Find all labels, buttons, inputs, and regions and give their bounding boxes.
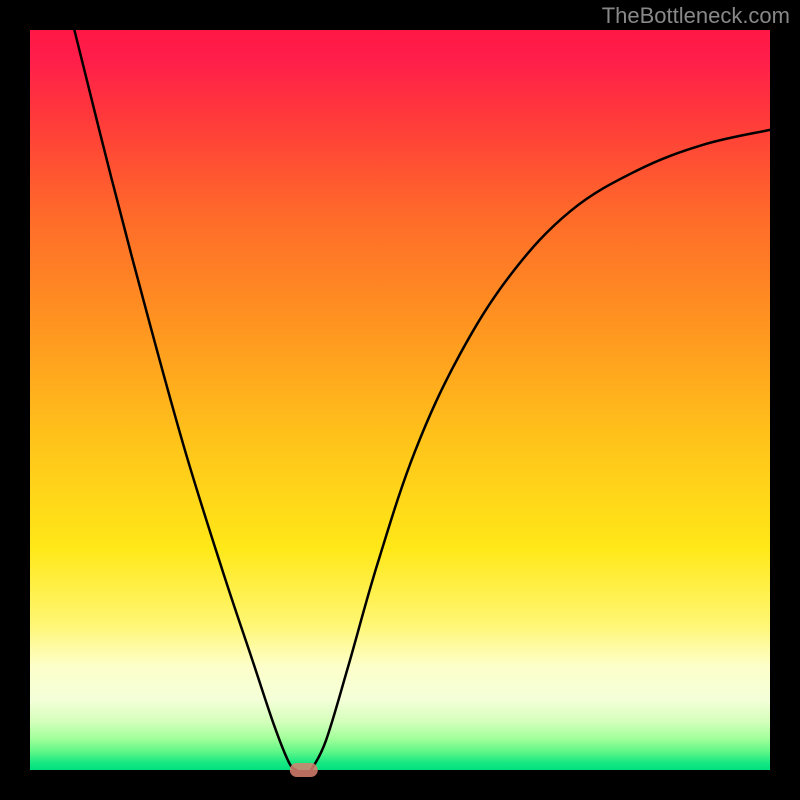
chart-container: TheBottleneck.com bbox=[0, 0, 800, 800]
bottleneck-chart bbox=[0, 0, 800, 800]
minimum-marker bbox=[290, 763, 318, 777]
watermark-text: TheBottleneck.com bbox=[602, 3, 790, 29]
plot-area bbox=[30, 30, 770, 770]
